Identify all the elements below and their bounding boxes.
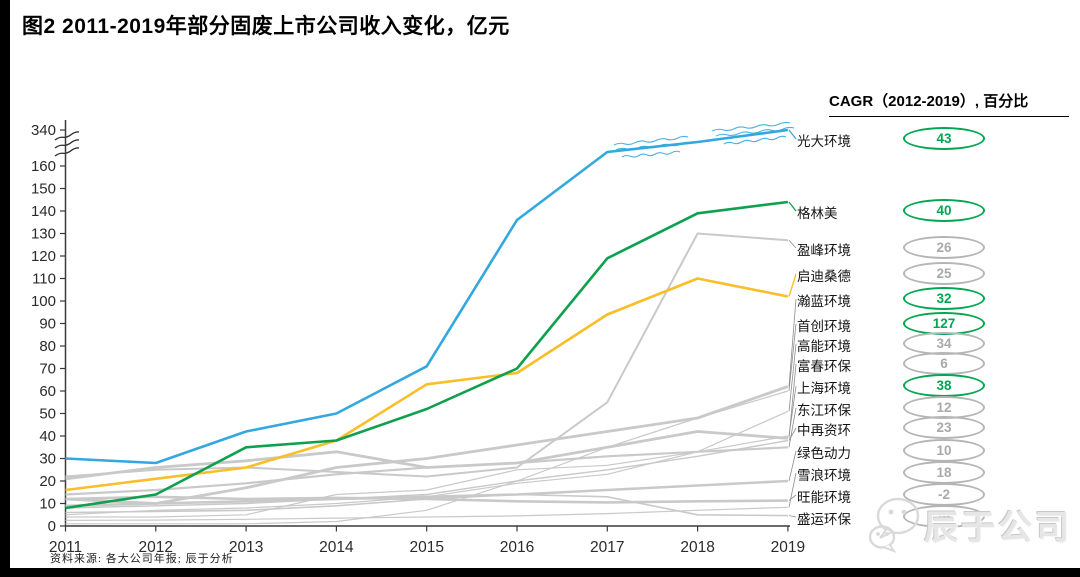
- cagr-column-header: CAGR（2012-2019）, 百分比: [829, 90, 1069, 117]
- line-break-squiggle: [621, 150, 681, 158]
- y-tick-label: 100: [31, 293, 56, 310]
- y-tick-label: 130: [31, 226, 56, 243]
- cagr-value-badge: 26: [903, 236, 985, 259]
- x-tick-label: 2013: [229, 539, 263, 556]
- y-tick-label: 160: [31, 158, 56, 175]
- y-tick-label: 30: [39, 451, 56, 468]
- line-break-squiggle: [711, 121, 791, 132]
- label-leader: [788, 407, 797, 448]
- label-leader: [788, 201, 797, 212]
- label-leader: [788, 427, 797, 441]
- series-line: [65, 446, 788, 496]
- y-tick-label: 50: [39, 406, 56, 423]
- line-break-squiggle: [715, 126, 795, 137]
- label-leader: [788, 239, 797, 249]
- label-leader: [788, 298, 797, 387]
- company-label: 东江环保: [797, 403, 851, 418]
- series-line: [65, 439, 789, 509]
- label-leader: [788, 343, 797, 412]
- x-tick-label: 2015: [409, 539, 443, 556]
- company-label: 高能环境: [797, 339, 851, 354]
- cagr-value-badge: 25: [903, 262, 985, 285]
- cagr-value-badge: -5: [903, 505, 985, 528]
- company-label: 光大环境: [797, 134, 851, 149]
- wechat-icon: [868, 497, 920, 553]
- company-label: 盛运环保: [797, 512, 851, 527]
- company-label: 旺能环境: [797, 490, 851, 505]
- series-line: [65, 479, 788, 508]
- line-break-squiggle: [723, 135, 787, 145]
- page-title: 图2 2011-2019年部分固废上市公司收入变化，亿元: [22, 15, 510, 38]
- y-tick-label: 70: [39, 361, 56, 378]
- company-label: 上海环境: [797, 381, 851, 396]
- company-label: 瀚蓝环境: [797, 294, 851, 309]
- cagr-value-badge: 18: [903, 461, 985, 484]
- y-tick-label: 80: [39, 338, 56, 355]
- x-tick-label: 2011: [49, 539, 82, 556]
- series-line: [65, 506, 788, 522]
- label-leader: [788, 385, 797, 437]
- series-line: [65, 493, 788, 517]
- axis-break-mark: [54, 139, 80, 149]
- company-label: 绿色动力: [797, 446, 851, 461]
- x-tick-label: 2016: [500, 539, 534, 556]
- company-label: 首创环境: [797, 319, 851, 334]
- series-line: [65, 128, 789, 465]
- company-label: 盈峰环境: [797, 243, 851, 258]
- series-line: [65, 277, 789, 492]
- label-leader: [788, 472, 797, 508]
- series-line: [65, 430, 789, 481]
- x-tick-label: 2018: [680, 539, 714, 556]
- cagr-value-badge: 23: [903, 416, 985, 439]
- source-note: 资料来源: 各大公司年报; 辰于分析: [50, 553, 234, 565]
- bottom-black-border: [0, 568, 1080, 577]
- label-leader: [788, 515, 797, 518]
- series-line: [65, 200, 789, 510]
- company-label: 中再资环: [797, 423, 851, 438]
- watermark: 辰于公司: [868, 492, 1078, 556]
- company-label: 雪浪环境: [797, 468, 851, 483]
- label-leader: [788, 323, 797, 392]
- x-tick-label: 2017: [590, 539, 624, 556]
- label-leader: [788, 450, 797, 482]
- y-tick-label-340: 340: [31, 122, 56, 139]
- x-tick-label: 2014: [319, 539, 354, 556]
- y-tick-label: 120: [31, 248, 56, 265]
- y-tick-label: 110: [32, 271, 56, 288]
- axis-break-mark: [54, 147, 80, 157]
- line-break-squiggle: [615, 141, 693, 151]
- cagr-value-badge: 6: [903, 352, 985, 375]
- y-tick-label: 0: [48, 518, 56, 535]
- y-tick-label: 90: [39, 316, 56, 333]
- watermark-text: 辰于公司: [924, 509, 1072, 547]
- label-leader: [788, 494, 797, 501]
- y-tick-label: 60: [39, 383, 56, 400]
- left-black-border: [0, 0, 10, 577]
- y-tick-label: 140: [31, 203, 56, 220]
- cagr-value-badge: 10: [903, 439, 985, 462]
- company-label: 启迪桑德: [797, 269, 851, 284]
- company-label: 富春环保: [797, 359, 851, 374]
- series-line: [65, 390, 789, 525]
- cagr-value-badge: 40: [903, 199, 985, 222]
- y-tick-label: 20: [39, 473, 56, 490]
- company-label: 格林美: [797, 206, 838, 221]
- series-line: [65, 232, 788, 478]
- cagr-value-badge: 43: [903, 127, 985, 150]
- y-tick-label: 150: [31, 181, 56, 198]
- cagr-value-badge: 32: [903, 287, 985, 310]
- x-tick-label: 2012: [139, 539, 173, 556]
- label-leader: [788, 273, 797, 297]
- x-tick-label: 2019: [771, 539, 805, 556]
- y-tick-label: 10: [39, 496, 56, 513]
- series-line: [65, 435, 789, 518]
- y-tick-label: 40: [39, 428, 56, 445]
- cagr-value-badge: 38: [903, 374, 985, 397]
- axis-break-mark: [54, 131, 80, 141]
- line-break-squiggle: [613, 135, 689, 146]
- label-leader: [788, 129, 797, 140]
